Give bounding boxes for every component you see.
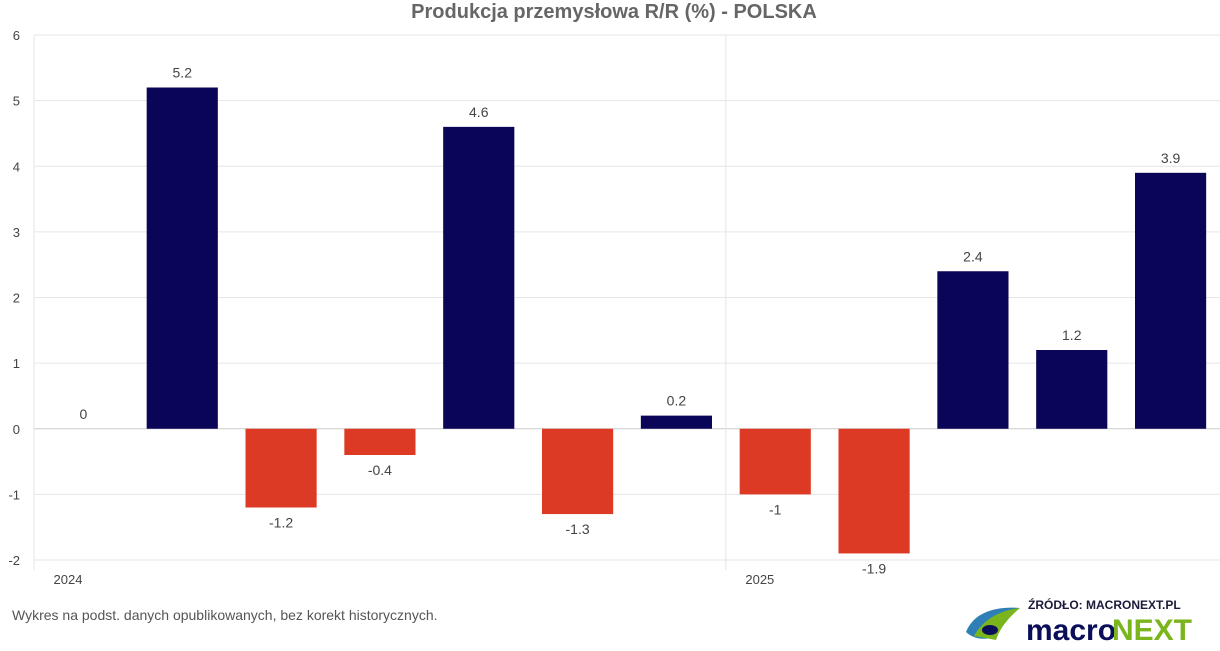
bars	[146, 87, 1207, 554]
data-label: 2.4	[963, 248, 983, 264]
macronext-logo: ŹRÓDŁO: MACRONEXT.PL macro NEXT	[966, 597, 1192, 646]
y-tick-label: 0	[13, 422, 20, 437]
data-label: 4.6	[469, 104, 489, 120]
brand-name-part2: NEXT	[1112, 614, 1192, 646]
brand-name-part1: macro	[1026, 614, 1116, 646]
leaf-icon	[966, 607, 1020, 640]
bar	[838, 428, 910, 554]
bar	[739, 428, 811, 495]
bar	[1036, 350, 1108, 429]
footnote: Wykres na podst. danych opublikowanych, …	[12, 607, 438, 623]
data-label: 0.2	[667, 393, 687, 409]
y-tick-label: 6	[13, 28, 20, 43]
y-tick-label: -2	[8, 553, 20, 568]
x-tick-label: 2024	[54, 572, 83, 587]
bar	[937, 271, 1009, 429]
source-label: ŹRÓDŁO: MACRONEXT.PL	[1028, 597, 1181, 612]
data-label: -1.2	[269, 515, 293, 531]
data-label: 3.9	[1161, 150, 1181, 166]
bar	[344, 428, 416, 455]
x-axis-tick-labels: 2024 2025	[54, 572, 775, 587]
data-label: -0.4	[368, 462, 392, 478]
bar	[640, 415, 712, 429]
chart-title: Produkcja przemysłowa R/R (%) - POLSKA	[411, 1, 817, 23]
y-tick-label: 3	[13, 225, 20, 240]
data-label: 5.2	[173, 65, 193, 81]
bar	[245, 428, 317, 508]
bar	[542, 428, 614, 515]
data-label: 1.2	[1062, 327, 1082, 343]
data-label: -1.9	[862, 560, 886, 576]
y-tick-label: 4	[13, 159, 20, 174]
y-axis-tick-labels: -2 -1 0 1 2 3 4 5 6	[8, 28, 20, 568]
data-label: -1	[769, 501, 782, 517]
data-labels: 0 5.2 -1.2 -0.4 4.6 -1.3 0.2 -1 -1.9 2.4 1.2 3.9	[80, 65, 1181, 577]
data-label: 0	[80, 406, 88, 422]
x-tick-label: 2025	[745, 572, 774, 587]
y-tick-label: 2	[13, 291, 20, 306]
y-tick-label: -1	[8, 487, 20, 502]
data-label: -1.3	[566, 521, 590, 537]
bar-chart: Produkcja przemysłowa R/R (%) - POLSKA -…	[8, 1, 1220, 587]
y-tick-label: 1	[13, 356, 20, 371]
gridlines	[33, 34, 1220, 570]
y-tick-label: 5	[13, 94, 20, 109]
bar	[1135, 172, 1207, 429]
bar	[146, 87, 218, 429]
bar	[443, 126, 515, 429]
